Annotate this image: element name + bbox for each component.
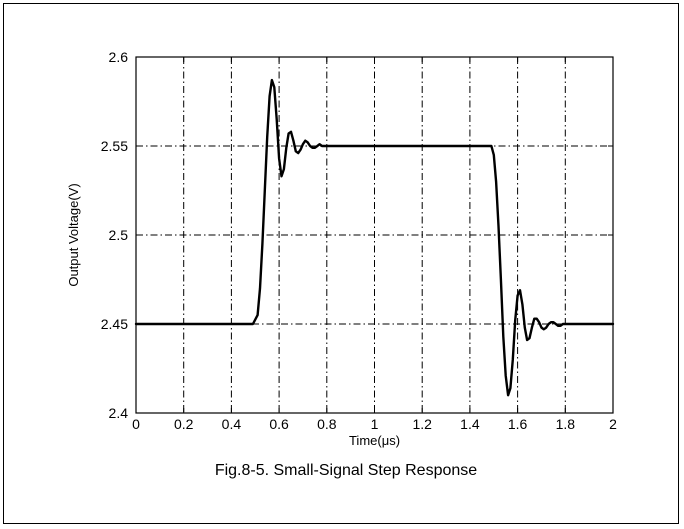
x-tick-label: 1.8 xyxy=(556,416,576,432)
x-tick-label: 0.8 xyxy=(317,416,337,432)
y-axis-label: Output Voltage(V) xyxy=(66,183,81,286)
x-tick-label: 2 xyxy=(609,416,617,432)
series-layer xyxy=(134,78,615,397)
x-tick-label: 0 xyxy=(132,416,140,432)
x-tick-label: 1 xyxy=(371,416,379,432)
y-tick-label: 2.4 xyxy=(109,405,129,421)
tick-labels: 0 0.2 0.4 0.6 0.8 1 1.2 1.4 1.6 1.8 2 2.4 2.45 2.5 2.5… xyxy=(101,49,617,432)
x-tick-label: 1.4 xyxy=(460,416,480,432)
y-tick-label: 2.45 xyxy=(101,316,128,332)
grid xyxy=(136,57,613,413)
x-tick-label: 1.6 xyxy=(508,416,528,432)
figure-caption: Fig.8-5. Small-Signal Step Response xyxy=(215,462,477,479)
x-tick-label: 1.2 xyxy=(412,416,432,432)
axis-ticks xyxy=(135,56,614,414)
y-tick-label: 2.6 xyxy=(109,49,129,65)
figure-frame xyxy=(3,3,679,524)
y-tick-label: 2.5 xyxy=(109,227,129,243)
series-line xyxy=(134,78,615,397)
x-tick-label: 0.4 xyxy=(222,416,242,432)
x-tick-label: 0.6 xyxy=(269,416,289,432)
x-tick-label: 0.2 xyxy=(174,416,194,432)
y-tick-label: 2.55 xyxy=(101,138,128,154)
x-axis-label: Time(μs) xyxy=(349,433,400,448)
